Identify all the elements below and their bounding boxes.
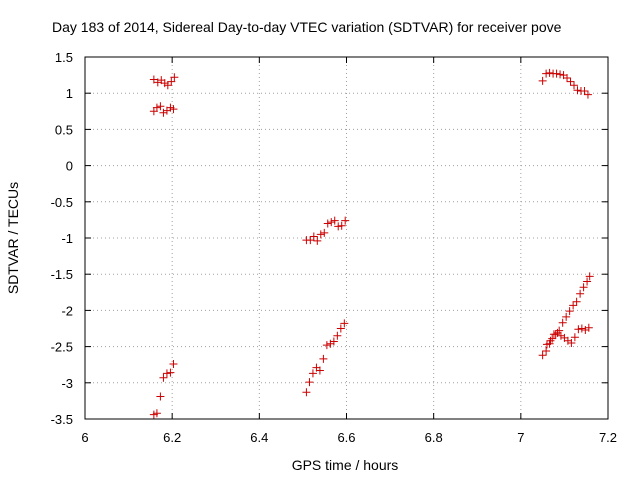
data-point <box>574 325 583 334</box>
data-point <box>556 70 565 79</box>
y-tick-label: 1 <box>66 86 73 101</box>
x-axis-label: GPS time / hours <box>292 457 399 473</box>
y-tick-label: -3.5 <box>51 412 73 427</box>
y-tick-label: -2 <box>61 303 73 318</box>
y-tick-label: -0.5 <box>51 195 73 210</box>
x-tick-label: 6.2 <box>163 430 181 445</box>
data-point <box>156 392 165 401</box>
data-point <box>341 216 350 225</box>
data-point <box>322 341 331 350</box>
data-point <box>308 369 317 378</box>
data-points <box>149 68 594 419</box>
grid-lines <box>85 57 608 419</box>
data-point <box>330 216 339 225</box>
data-point <box>166 368 175 377</box>
data-point <box>329 337 338 346</box>
data-point <box>570 333 579 342</box>
chart-title: Day 183 of 2014, Sidereal Day-to-day VTE… <box>52 19 562 35</box>
data-point <box>562 312 571 321</box>
y-tick-label: -1.5 <box>51 267 73 282</box>
data-point <box>336 324 345 333</box>
data-point <box>570 81 579 90</box>
data-point <box>163 81 172 90</box>
data-point <box>169 105 178 114</box>
data-point <box>313 236 322 245</box>
data-point <box>302 388 311 397</box>
data-point <box>573 86 582 95</box>
data-point <box>576 289 585 298</box>
data-point <box>558 318 567 327</box>
y-tick-label: 0.5 <box>55 122 73 137</box>
data-point <box>306 236 315 245</box>
data-point <box>538 76 547 85</box>
x-tick-label: 7 <box>517 430 524 445</box>
data-point <box>569 301 578 310</box>
data-point <box>572 297 581 306</box>
x-tick-label: 6.6 <box>337 430 355 445</box>
y-tick-label: -2.5 <box>51 340 73 355</box>
x-tick-label: 6 <box>81 430 88 445</box>
data-point <box>577 324 586 333</box>
data-point <box>579 283 588 292</box>
y-tick-label: -1 <box>61 231 73 246</box>
tick-labels: 6 6.2 6.4 6.6 6.8 7 7.2 1.5 1 0.5 0 -0.5 -1 -1.5 -2 -2.… <box>51 50 617 445</box>
data-point <box>320 228 329 237</box>
data-point <box>566 77 575 86</box>
data-point <box>542 340 551 349</box>
data-point <box>170 73 179 82</box>
data-point <box>333 331 342 340</box>
data-point <box>580 87 589 96</box>
data-point <box>169 359 178 368</box>
data-point <box>583 90 592 99</box>
data-point <box>334 222 343 231</box>
y-tick-label: 0 <box>66 159 73 174</box>
data-point <box>156 102 165 111</box>
data-point <box>159 373 168 382</box>
plot-frame <box>84 56 609 420</box>
data-point <box>584 323 593 332</box>
data-point <box>542 346 551 355</box>
data-point <box>323 219 332 228</box>
data-point <box>305 378 314 387</box>
data-point <box>549 330 558 339</box>
x-tick-label: 6.8 <box>425 430 443 445</box>
y-tick-label: -3 <box>61 376 73 391</box>
data-point <box>162 369 171 378</box>
data-point <box>538 351 547 360</box>
data-point <box>583 277 592 286</box>
data-point <box>340 319 349 328</box>
data-point <box>315 366 324 375</box>
y-tick-label: 1.5 <box>55 50 73 65</box>
data-point <box>167 77 176 86</box>
data-point <box>337 221 346 230</box>
data-point <box>565 307 574 316</box>
data-point <box>319 354 328 363</box>
data-point <box>546 336 555 345</box>
data-point <box>563 73 572 82</box>
data-point <box>542 69 551 78</box>
x-tick-label: 7.2 <box>599 430 617 445</box>
data-point <box>309 232 318 241</box>
x-tick-label: 6.4 <box>250 430 268 445</box>
data-point <box>552 69 561 78</box>
data-point <box>567 338 576 347</box>
data-point <box>316 230 325 239</box>
data-point <box>152 103 161 112</box>
data-point <box>585 272 594 281</box>
data-point <box>327 218 336 227</box>
data-point <box>152 409 161 418</box>
y-axis-label: SDTVAR / TECUs <box>5 182 21 294</box>
data-point <box>545 68 554 77</box>
